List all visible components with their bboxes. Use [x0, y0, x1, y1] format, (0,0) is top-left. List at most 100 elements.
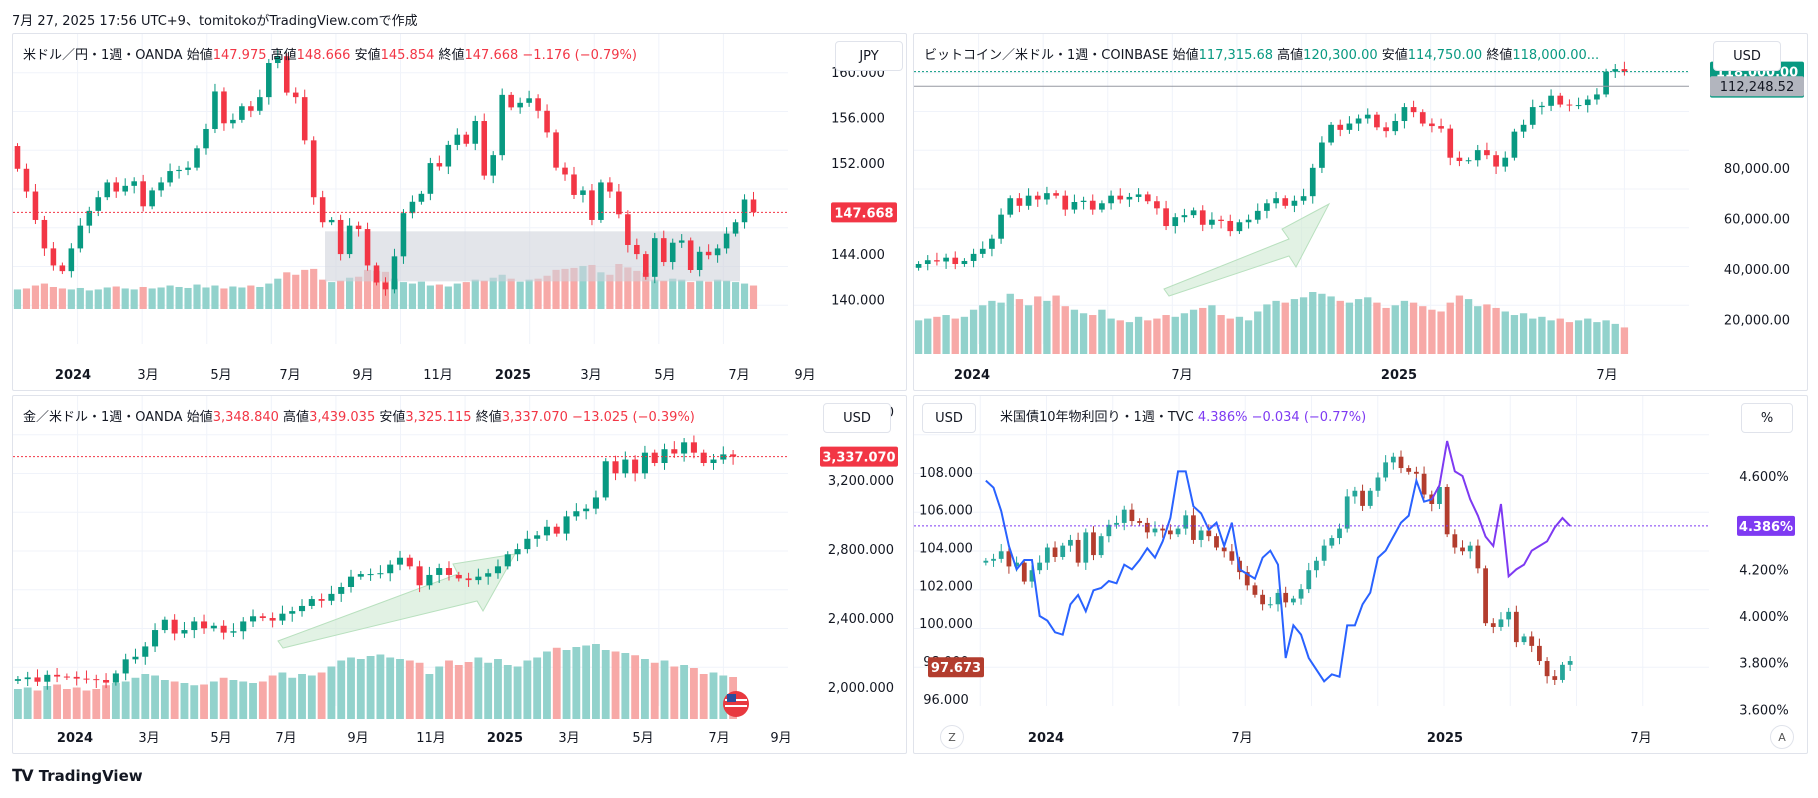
candle-body	[1465, 160, 1472, 162]
unit-selector-button[interactable]: %	[1741, 403, 1793, 433]
candle-body	[571, 174, 577, 195]
volume-bar	[278, 672, 287, 719]
volume-bar	[148, 288, 156, 309]
usdjpy-chart-panel[interactable]: 160.000 156.000 152.000 144.000 140.000 147.6…	[12, 33, 907, 391]
volume-bar	[49, 286, 57, 309]
volume-bar	[979, 305, 987, 354]
xauusd-chart-panel[interactable]: 3,600.0003,200.0002,800.0002,400.0002,00…	[12, 395, 907, 754]
candle-body	[34, 677, 41, 682]
candle-body	[1071, 202, 1078, 210]
legend-symbol: 金／米ドル・1週・OANDA	[23, 410, 183, 425]
legend-high-label: 高値	[283, 410, 310, 425]
candle-body	[266, 63, 272, 98]
currency-selector-button[interactable]: USD	[823, 403, 891, 433]
volume-bar	[1043, 300, 1051, 354]
candle-body	[1383, 127, 1389, 132]
volume-bar	[749, 285, 758, 309]
candle-body	[1539, 105, 1545, 108]
candle-body	[1474, 150, 1481, 161]
candle-body	[1329, 538, 1335, 546]
volume-bar	[1244, 320, 1253, 354]
volume-bar	[425, 674, 434, 719]
y-axis-tick-label: 152.000	[831, 157, 885, 172]
candle-body	[514, 549, 521, 555]
candle-body	[1199, 210, 1206, 225]
left-axis-tick-label: 96.000	[923, 693, 969, 708]
volume-bar	[606, 274, 614, 309]
candle-body	[1037, 562, 1043, 571]
y-axis-tick-label: 144.000	[831, 248, 885, 263]
currency-selector-button[interactable]: JPY	[835, 41, 903, 71]
candle-body	[1567, 661, 1573, 665]
volume-bar	[1373, 302, 1381, 354]
candle-body	[1584, 99, 1591, 106]
candle-body	[1172, 217, 1179, 227]
us10y-chart-panel[interactable]: 108.000106.000104.000102.000100.00098.00…	[913, 395, 1808, 754]
trend-arrow	[1163, 202, 1331, 297]
candle-body	[1229, 551, 1235, 561]
candle-body	[998, 551, 1004, 559]
volume-bar	[951, 318, 959, 354]
x-axis-tick-label: 2025	[495, 368, 531, 383]
volume-bar	[633, 270, 641, 309]
candle-body	[563, 516, 570, 534]
candle-body	[607, 182, 613, 192]
y-axis-tick-label: 40,000.00	[1724, 263, 1790, 278]
candle-body	[191, 621, 198, 631]
candle-body	[1612, 69, 1619, 72]
auto-scale-button[interactable]: A	[1770, 725, 1794, 749]
candle-body	[1021, 562, 1027, 582]
us10y-legend: 米国債10年物利回り・1週・TVC 4.386% −0.034 (−0.77%)	[1000, 406, 1366, 425]
volume-bar	[130, 289, 138, 309]
volume-bar	[480, 280, 488, 309]
zoom-button[interactable]: Z	[940, 725, 964, 749]
x-axis-tick-label: 5月	[632, 731, 653, 746]
candle-body	[436, 568, 443, 575]
volume-bar	[1208, 305, 1216, 354]
candle-body	[490, 155, 496, 176]
currency-selector-button[interactable]: USD	[1713, 41, 1781, 71]
candle-body	[1337, 124, 1344, 130]
candle-body	[1252, 585, 1258, 595]
candle-body	[1352, 490, 1358, 497]
volume-bar	[67, 289, 75, 309]
volume-bar	[572, 647, 581, 719]
volume-bar	[699, 674, 708, 719]
volume-bar	[1382, 307, 1390, 354]
candle-body	[1511, 131, 1518, 158]
candle-body	[1475, 545, 1481, 569]
legend-open: 117,315.68	[1198, 48, 1274, 63]
volume-bar	[219, 677, 228, 719]
candle-body	[1117, 195, 1124, 200]
candle-body	[210, 625, 217, 629]
candle-body	[583, 508, 590, 512]
candle-body	[230, 631, 237, 633]
candle-body	[1175, 528, 1181, 535]
candle-body	[1236, 222, 1243, 232]
candle-body	[1483, 568, 1488, 624]
volume-bar	[588, 264, 596, 309]
btcusd-chart-panel[interactable]: 80,000.00 60,000.00 40,000.00 20,000.00 118,…	[913, 33, 1808, 391]
volume-bar	[58, 288, 66, 309]
volume-bar	[503, 665, 512, 719]
x-axis-tick-label: 7月	[1596, 368, 1617, 383]
reference-price-label: 112,248.52	[1720, 80, 1794, 95]
candle-body	[1290, 598, 1296, 603]
x-axis-tick-label: 7月	[1630, 731, 1651, 746]
candle-body	[77, 225, 84, 249]
legend-symbol: ビットコイン／米ドル・1週・COINBASE	[924, 48, 1169, 63]
candle-body	[396, 557, 404, 565]
x-axis-tick-label: 2024	[1028, 731, 1064, 746]
candle-body	[687, 240, 694, 270]
candle-body	[23, 168, 30, 192]
left-currency-button[interactable]: USD	[922, 403, 976, 433]
volume-bar	[1364, 297, 1372, 354]
legend-high: 3,439.035	[309, 410, 376, 425]
candle-body	[1444, 486, 1450, 535]
volume-bar	[914, 320, 923, 354]
volume-bar	[1309, 292, 1317, 354]
volume-bar	[376, 654, 385, 719]
volume-bar	[1584, 318, 1592, 354]
volume-bar	[1089, 315, 1097, 354]
legend-change: −1.176 (−0.79%)	[522, 48, 637, 63]
